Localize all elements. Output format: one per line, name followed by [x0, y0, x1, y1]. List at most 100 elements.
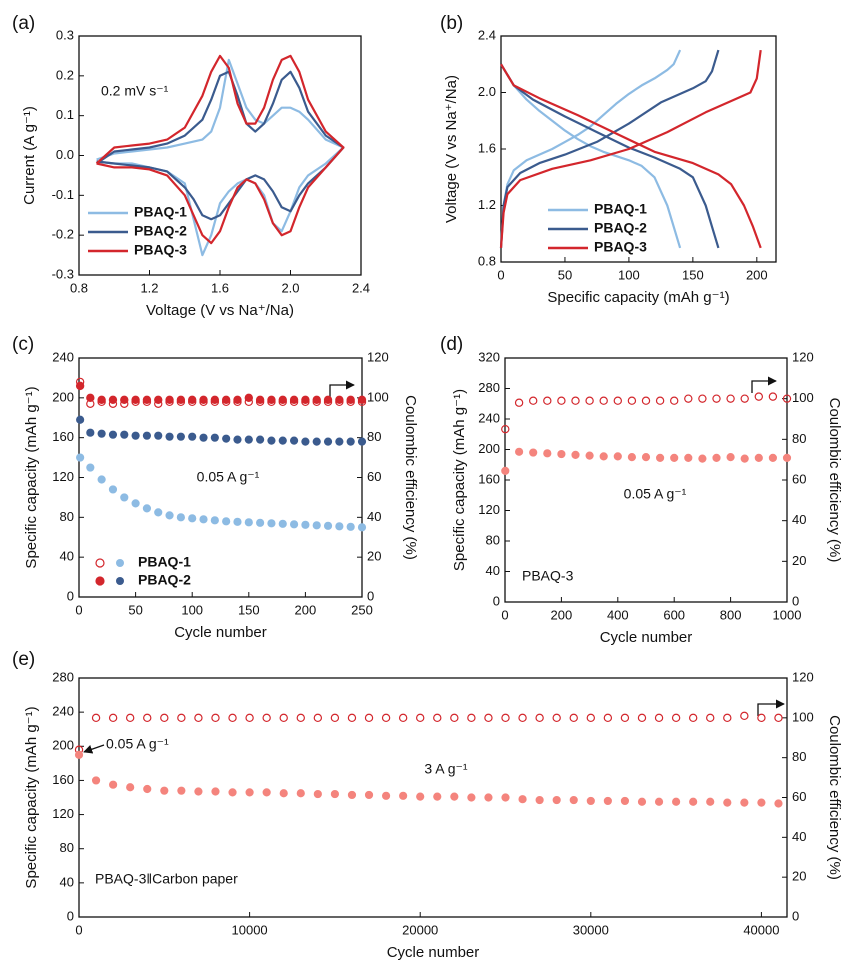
- capacity-point: [279, 789, 288, 798]
- capacity-point: [154, 508, 163, 517]
- series-line: [95, 54, 345, 245]
- ce-point: [613, 396, 623, 405]
- y-tick-label: 0: [67, 908, 74, 923]
- ce-point: [620, 713, 630, 723]
- capacity-point: [76, 453, 85, 462]
- y2-tick-label: 120: [367, 349, 389, 364]
- annotation: 3 A g⁻¹: [424, 761, 468, 777]
- capacity-point: [301, 520, 310, 529]
- y-tick-label: 0.2: [56, 67, 74, 82]
- capacity-point: [256, 518, 265, 527]
- ce-point: [346, 395, 355, 405]
- x-tick-label: 20000: [402, 922, 438, 937]
- x-tick-label: 30000: [573, 922, 609, 937]
- capacity-point: [267, 436, 276, 445]
- ce-point: [535, 713, 544, 723]
- y-tick-label: 0.0: [56, 147, 74, 162]
- x-tick-label: 100: [618, 267, 640, 282]
- y2-tick-label: 0: [792, 593, 799, 608]
- capacity-point: [501, 466, 510, 475]
- ce-point: [313, 713, 323, 723]
- y-axis-label: Specific capacity (mAh g⁻¹): [23, 386, 40, 568]
- capacity-point: [416, 792, 425, 801]
- capacity-point: [381, 791, 391, 800]
- legend-label: PBAQ-2: [594, 220, 647, 236]
- capacity-point: [364, 790, 374, 800]
- capacity-point: [262, 788, 271, 797]
- capacity-point: [108, 430, 118, 439]
- ce-point: [381, 713, 391, 723]
- x-axis-label: Cycle number: [174, 624, 267, 641]
- ce-point: [154, 395, 163, 405]
- capacity-point: [142, 504, 152, 513]
- x-tick-label: 150: [682, 267, 704, 282]
- capacity-point: [726, 453, 735, 462]
- y-tick-label: 160: [52, 772, 74, 787]
- x-tick-label: 400: [607, 607, 629, 622]
- series-line: [500, 63, 720, 249]
- y-tick-label: 200: [52, 738, 74, 753]
- capacity-point: [450, 792, 459, 801]
- capacity-point: [757, 798, 766, 807]
- ce-point: [221, 395, 231, 405]
- y-tick-label: 0: [493, 593, 500, 608]
- capacity-point: [154, 431, 163, 440]
- arrow: [757, 699, 785, 716]
- ce-point: [143, 713, 152, 723]
- capacity-point: [126, 783, 135, 792]
- legend-swatch: [116, 577, 124, 585]
- capacity-point: [613, 452, 622, 461]
- ce-point: [131, 395, 140, 405]
- capacity-point: [296, 789, 305, 798]
- capacity-point: [670, 453, 679, 462]
- capacity-point: [160, 786, 169, 795]
- ce-point: [312, 395, 321, 405]
- arrow: [83, 744, 105, 754]
- capacity-point: [143, 784, 152, 794]
- annotation: PBAQ-3‖Carbon paper: [95, 871, 238, 887]
- ce-point: [514, 398, 524, 407]
- panel-label: (a): [12, 13, 35, 34]
- ce-point: [210, 395, 220, 405]
- y2-tick-label: 80: [792, 749, 806, 764]
- x-axis-label: Cycle number: [387, 944, 480, 961]
- ce-point: [670, 396, 679, 405]
- capacity-point: [641, 453, 651, 462]
- capacity-point: [323, 521, 333, 530]
- y-tick-label: -0.3: [52, 266, 74, 281]
- ce-point: [467, 713, 476, 723]
- y2-tick-label: 60: [792, 789, 806, 804]
- capacity-point: [278, 436, 287, 445]
- y2-tick-label: 0: [367, 588, 374, 603]
- ce-point: [120, 395, 129, 405]
- y-axis-label: Specific capacity (mAh g⁻¹): [451, 389, 468, 571]
- y-axis-label: Voltage (V vs Na⁺/Na): [443, 75, 460, 223]
- annotation: 0.05 A g⁻¹: [197, 469, 260, 485]
- y2-tick-label: 40: [367, 509, 381, 524]
- panel-label: (c): [12, 334, 34, 355]
- capacity-point: [357, 523, 367, 532]
- y-tick-label: 0: [67, 588, 74, 603]
- capacity-point: [176, 432, 185, 441]
- ce-point: [108, 713, 118, 723]
- capacity-point: [188, 432, 197, 441]
- capacity-point: [244, 518, 253, 527]
- ce-point: [671, 713, 681, 723]
- capacity-point: [399, 791, 408, 800]
- ce-point: [599, 396, 608, 405]
- capacity-point: [142, 431, 152, 440]
- y2-tick-label: 120: [792, 669, 814, 684]
- y-tick-label: 160: [478, 471, 500, 486]
- capacity-point: [233, 435, 242, 444]
- x-tick-label: 1000: [773, 607, 802, 622]
- ce-point: [194, 713, 203, 723]
- y2-axis-label: Coulombic efficiency (%): [826, 715, 843, 880]
- capacity-point: [211, 787, 220, 796]
- capacity-point: [330, 789, 340, 799]
- capacity-point: [165, 432, 174, 441]
- y2-tick-label: 100: [792, 709, 814, 724]
- ce-point: [335, 395, 344, 405]
- ce-point: [754, 392, 764, 401]
- ce-point: [177, 713, 186, 723]
